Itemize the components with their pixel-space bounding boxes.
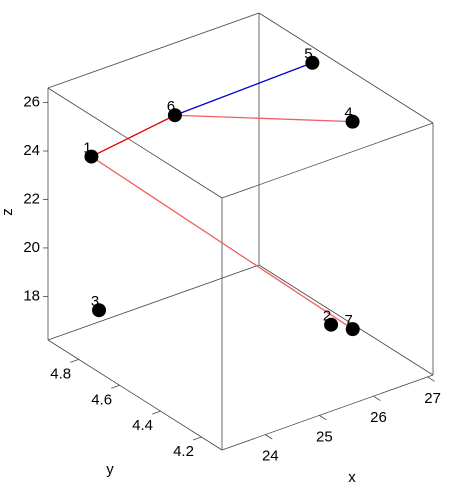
box-edge [47,339,223,451]
point [167,108,182,123]
y-tick-label: 4.4 [132,417,153,434]
point [345,114,360,129]
point-label: 7 [345,312,353,329]
z-tick-label: 26 [23,94,40,111]
box-edge [221,374,434,451]
point-label: 5 [304,46,312,63]
point [345,322,360,337]
x-tick [265,434,273,440]
box-edge [258,12,434,124]
box-edge [258,264,434,376]
box-edge [47,264,260,341]
point-label: 3 [91,293,99,310]
point-label: 6 [167,98,175,115]
connector-line [174,62,313,116]
x-tick [319,415,327,421]
x-axis-title: x [348,469,356,486]
point [92,303,107,318]
z-tick-label: 22 [23,190,40,207]
y-tick [152,410,161,415]
y-tick [111,384,120,389]
point-label: 2 [323,308,331,325]
x-tick-label: 26 [370,409,387,426]
connector-line [91,114,176,158]
x-tick-label: 25 [316,428,333,445]
connector-line [91,156,354,330]
point [324,317,339,332]
y-tick-label: 4.2 [173,443,194,460]
y-tick [192,436,202,441]
x-tick [427,376,435,382]
z-tick-label: 18 [23,287,40,304]
box-edge [47,12,260,89]
point [84,149,99,164]
point [305,55,320,70]
point-label: 4 [344,105,352,122]
z-axis-title: z [0,208,16,216]
y-tick-label: 4.8 [50,365,71,382]
connector-line [174,114,353,123]
z-tick-label: 20 [23,239,40,256]
x-tick-label: 27 [424,390,441,407]
y-tick-label: 4.6 [91,391,112,408]
point-label: 1 [83,140,91,157]
x-tick-label: 24 [262,448,279,465]
box-edge [221,122,434,199]
z-tick-label: 24 [23,142,40,159]
x-tick [373,395,381,401]
box-edge [47,87,223,199]
y-tick [70,359,79,363]
y-axis-title: y [106,461,114,478]
